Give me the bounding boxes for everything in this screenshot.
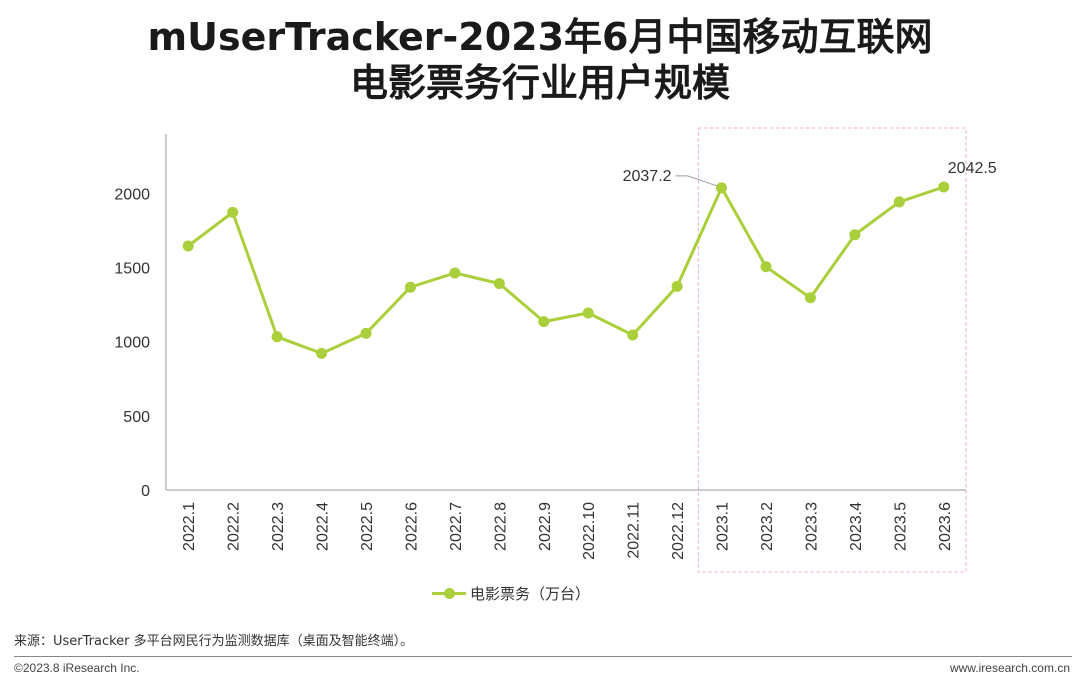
x-tick-label: 2022.2 bbox=[226, 502, 243, 551]
x-tick-label: 2022.4 bbox=[315, 502, 332, 551]
data-point bbox=[627, 329, 639, 341]
x-tick-label: 2022.9 bbox=[537, 502, 554, 551]
y-tick-label: 2000 bbox=[114, 186, 150, 203]
data-point bbox=[182, 240, 194, 252]
data-point bbox=[671, 280, 683, 292]
x-tick-label: 2023.3 bbox=[803, 502, 820, 551]
chart-legend: 电影票务（万台） bbox=[432, 582, 590, 604]
x-tick-label: 2023.1 bbox=[715, 502, 732, 551]
x-tick-label: 2022.7 bbox=[448, 502, 465, 551]
y-tick-label: 0 bbox=[141, 483, 150, 500]
data-point bbox=[449, 267, 461, 279]
y-tick-label: 500 bbox=[123, 409, 150, 426]
footer-divider bbox=[14, 656, 1072, 657]
data-point bbox=[316, 347, 328, 359]
x-tick-label: 2022.11 bbox=[626, 502, 643, 559]
chart-title-line-1: mUserTracker-2023年6月中国移动互联网 bbox=[147, 15, 933, 59]
data-point bbox=[804, 292, 816, 304]
x-tick-label: 2022.5 bbox=[359, 502, 376, 551]
data-point bbox=[227, 206, 239, 218]
chart-title-line-2: 电影票务行业用户规模 bbox=[349, 61, 730, 105]
data-point bbox=[849, 229, 861, 241]
data-point bbox=[582, 307, 594, 319]
chart-title: mUserTracker-2023年6月中国移动互联网 电影票务行业用户规模 bbox=[0, 14, 1080, 106]
y-tick-label: 1500 bbox=[114, 261, 150, 278]
source-note: 来源：UserTracker 多平台网民行为监测数据库（桌面及智能终端）。 bbox=[14, 634, 414, 649]
highlight-box bbox=[697, 127, 967, 573]
data-point bbox=[493, 278, 505, 290]
data-point bbox=[760, 261, 772, 273]
x-tick-label: 2022.12 bbox=[670, 502, 687, 560]
legend-label: 电影票务（万台） bbox=[470, 584, 591, 603]
data-point bbox=[893, 196, 905, 208]
data-point bbox=[938, 181, 950, 193]
x-tick-label: 2022.3 bbox=[270, 502, 287, 551]
y-tick-label: 1000 bbox=[114, 335, 150, 352]
data-label: 2042.5 bbox=[948, 160, 997, 177]
legend-line-marker-icon bbox=[432, 582, 466, 604]
website-text: www.iresearch.com.cn bbox=[949, 661, 1070, 675]
series-line bbox=[187, 185, 945, 355]
x-tick-label: 2022.6 bbox=[403, 502, 420, 551]
data-point bbox=[360, 327, 372, 339]
data-point bbox=[716, 182, 728, 194]
x-tick-label: 2022.1 bbox=[181, 502, 198, 551]
data-point bbox=[404, 281, 416, 293]
x-tick-label: 2023.4 bbox=[848, 502, 865, 551]
annotation-leader-line bbox=[675, 175, 717, 187]
x-tick-label: 2022.10 bbox=[581, 502, 598, 560]
data-point bbox=[538, 316, 550, 328]
x-tick-label: 2023.2 bbox=[759, 502, 776, 551]
x-tick-label: 2022.8 bbox=[492, 502, 509, 551]
x-tick-label: 2023.6 bbox=[937, 502, 954, 551]
data-label: 2037.2 bbox=[623, 168, 672, 185]
x-tick-label: 2023.5 bbox=[892, 502, 909, 551]
data-point bbox=[271, 331, 283, 343]
copyright-text: ©2023.8 iResearch Inc. bbox=[14, 661, 140, 675]
